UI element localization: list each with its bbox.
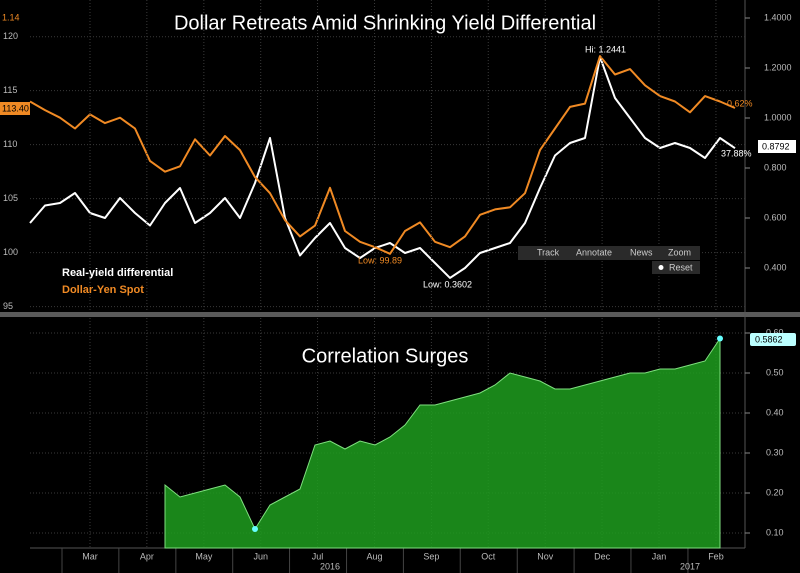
x-tick-label: May bbox=[195, 551, 213, 561]
x-tick-label: Jan bbox=[652, 551, 667, 561]
y-tick-label: 0.60 bbox=[766, 327, 784, 337]
y-tick-label: 0.30 bbox=[766, 447, 784, 457]
y-tick-label: 0.20 bbox=[766, 487, 784, 497]
reset-button[interactable]: Reset bbox=[669, 262, 693, 272]
annotation: 1.14 bbox=[2, 12, 20, 22]
toolbar-button[interactable]: Annotate bbox=[576, 247, 612, 257]
toolbar-button[interactable]: Track bbox=[537, 247, 560, 257]
x-tick-label: Apr bbox=[140, 551, 154, 561]
x-tick-label: Jun bbox=[253, 551, 268, 561]
toolbar bbox=[518, 246, 700, 260]
y-tick-label: 115 bbox=[3, 85, 17, 95]
value-tag-label: 0.5862 bbox=[755, 334, 783, 344]
x-tick-label: Sep bbox=[423, 551, 439, 561]
y-tick-label: 100 bbox=[3, 247, 18, 257]
y2-tick-label: 0.400 bbox=[764, 262, 787, 272]
y-tick-label: 0.10 bbox=[766, 527, 784, 537]
y-tick-label: 110 bbox=[3, 139, 17, 149]
value-tag-label: 113.40 bbox=[2, 103, 29, 113]
toolbar-button[interactable]: Zoom bbox=[668, 247, 691, 257]
x-tick-label: Feb bbox=[708, 551, 724, 561]
y2-tick-label: 1.0000 bbox=[764, 112, 792, 122]
line bbox=[29, 55, 736, 255]
y-tick-label: 120 bbox=[3, 31, 18, 41]
annotation: 37.88% bbox=[721, 148, 752, 158]
annotation: Low: 99.89 bbox=[358, 255, 402, 265]
annotation: -0.62% bbox=[724, 98, 753, 108]
x-tick-label: Oct bbox=[481, 551, 496, 561]
annotation: Hi: 1.2441 bbox=[585, 44, 626, 54]
value-tag bbox=[750, 333, 796, 346]
value-tag bbox=[758, 140, 796, 153]
y-tick-label: 105 bbox=[3, 193, 18, 203]
value-tag bbox=[0, 102, 30, 115]
x-tick-label: Aug bbox=[367, 551, 383, 561]
legend-label: Dollar-Yen Spot bbox=[62, 284, 144, 296]
legend-label: Real-yield differential bbox=[62, 267, 173, 279]
point bbox=[717, 335, 723, 342]
point bbox=[252, 526, 258, 532]
y-tick-label: 95 bbox=[3, 301, 13, 311]
marks: 95 100 105 110 115 120 0.400 0.600 0.800 1.0000 1.… bbox=[3, 0, 792, 573]
value-tag-label: 0.8792 bbox=[762, 141, 790, 151]
reset-button-bg bbox=[652, 261, 700, 274]
year-label: 2016 bbox=[320, 561, 340, 571]
year-label: 2017 bbox=[680, 561, 700, 571]
y2-tick-label: 0.600 bbox=[764, 212, 787, 222]
area bbox=[164, 336, 721, 549]
annotation: Low: 0.3602 bbox=[423, 279, 472, 289]
y-tick-label: 0.50 bbox=[766, 367, 784, 377]
y2-tick-label: 0.800 bbox=[764, 162, 787, 172]
y2-tick-label: 1.2000 bbox=[764, 62, 792, 72]
x-tick-label: Jul bbox=[312, 551, 324, 561]
reset-icon bbox=[658, 265, 664, 270]
y-tick-label: 0.40 bbox=[766, 407, 784, 417]
x-tick-label: Dec bbox=[594, 551, 611, 561]
x-tick-label: Nov bbox=[537, 551, 554, 561]
panel-separator bbox=[0, 312, 800, 317]
y2-tick-label: 1.4000 bbox=[764, 12, 792, 22]
chart-title: Dollar Retreats Amid Shrinking Yield Dif… bbox=[174, 12, 596, 34]
x-tick-label: Mar bbox=[82, 551, 98, 561]
toolbar-button[interactable]: News bbox=[630, 247, 653, 257]
line bbox=[29, 56, 736, 279]
chart-title: Correlation Surges bbox=[302, 345, 469, 367]
